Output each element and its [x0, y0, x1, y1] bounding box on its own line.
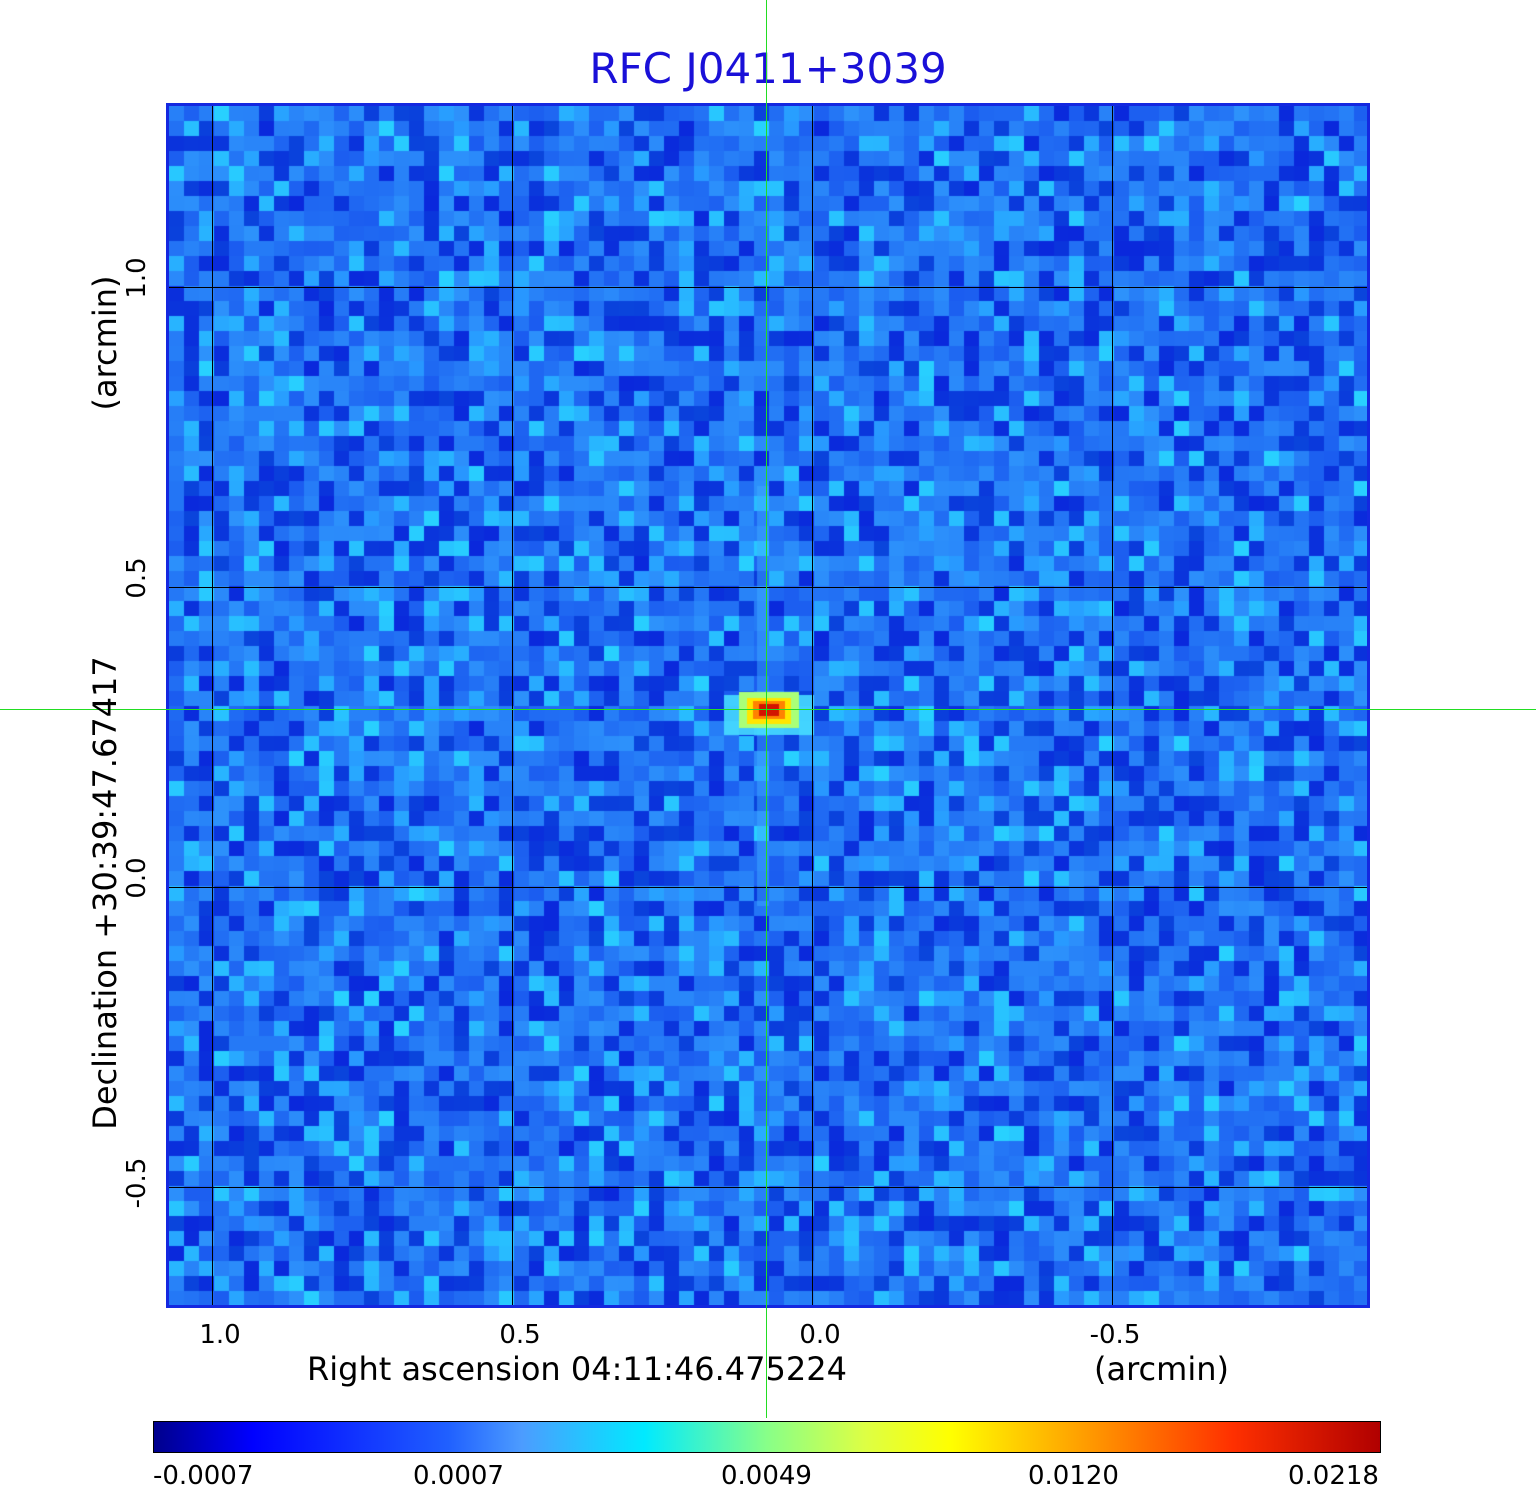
grid-line-h: [169, 887, 1367, 888]
x-axis-label: Right ascension 04:11:46.475224: [307, 1350, 847, 1388]
x-tick-label: -0.5: [1089, 1320, 1141, 1350]
colorbar-tick-label: 0.0007: [413, 1461, 504, 1491]
grid-line-h: [169, 1187, 1367, 1188]
y-axis-label: Declination +30:39:47.67417: [86, 656, 124, 1130]
crosshair-horizontal: [0, 709, 1536, 710]
y-axis-unit: (arcmin): [86, 275, 124, 411]
colorbar-tick-label: 0.0120: [1028, 1461, 1119, 1491]
colorbar-tick-label: 0.0049: [721, 1461, 812, 1491]
y-tick-label: 0.5: [122, 557, 152, 599]
x-tick-label: 1.0: [199, 1320, 241, 1350]
grid-line-v: [812, 106, 813, 1305]
colorbar-tick-label: -0.0007: [153, 1461, 254, 1491]
image-panel[interactable]: [166, 103, 1370, 1308]
radio-map: [169, 106, 1367, 1305]
colorbar: [153, 1421, 1381, 1453]
y-tick-label: 0.0: [122, 857, 152, 899]
y-tick-label: -0.5: [122, 1157, 152, 1209]
grid-line-v: [212, 106, 213, 1305]
y-tick-label: 1.0: [122, 257, 152, 299]
grid-line-v: [1112, 106, 1113, 1305]
x-tick-label: 0.5: [499, 1320, 541, 1350]
grid-line-h: [169, 587, 1367, 588]
x-tick-label: 0.0: [799, 1320, 841, 1350]
colorbar-tick-label: 0.0218: [1288, 1461, 1379, 1491]
grid-line-v: [512, 106, 513, 1305]
plot-title: RFC J0411+3039: [589, 44, 947, 93]
grid-line-h: [169, 287, 1367, 288]
x-axis-unit: (arcmin): [1094, 1350, 1229, 1388]
